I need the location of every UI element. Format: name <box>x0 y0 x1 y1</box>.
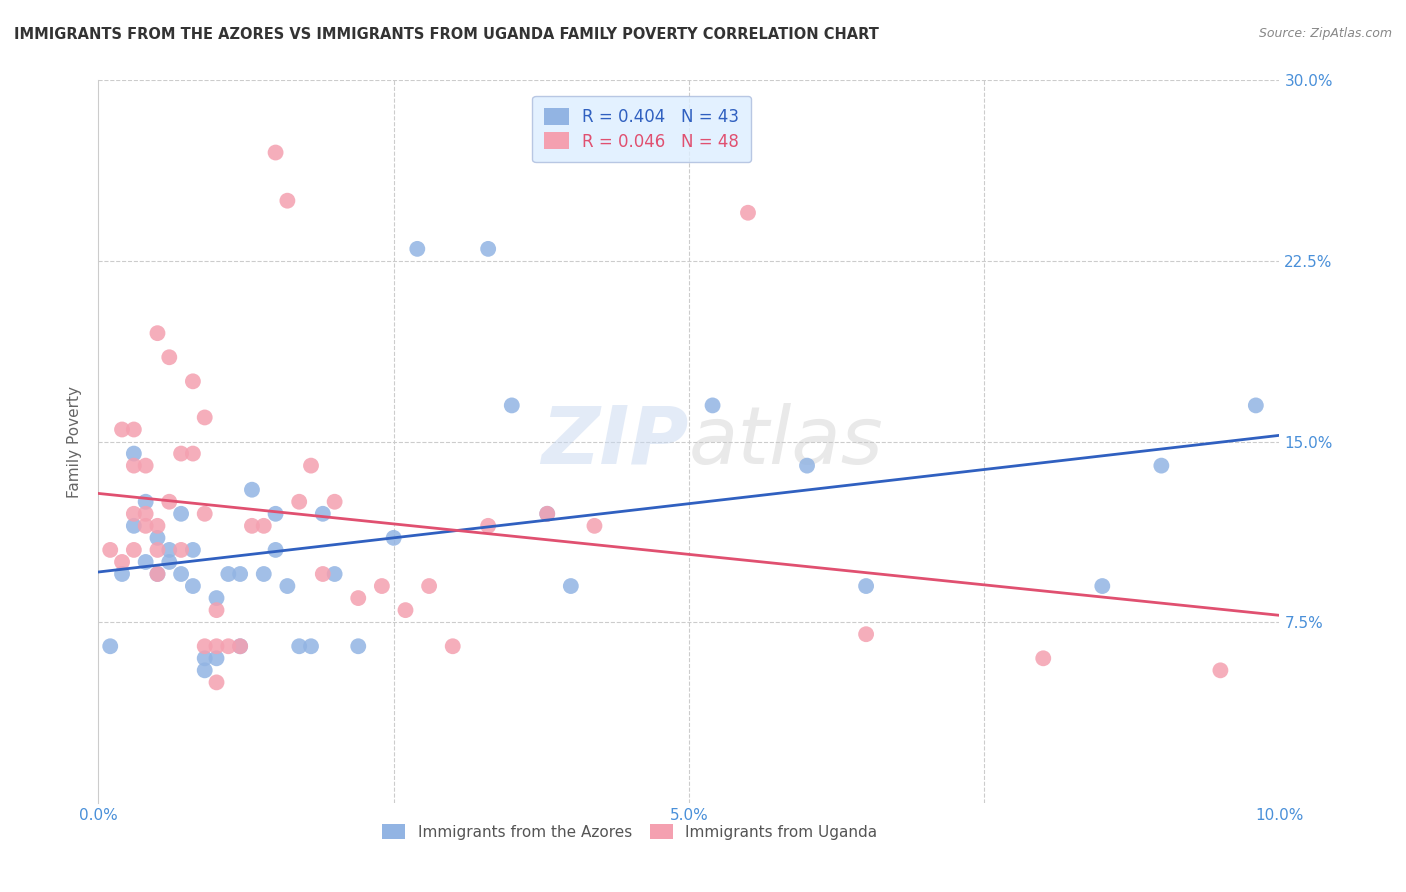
Point <box>394 603 416 617</box>
Point <box>264 145 287 160</box>
Point <box>170 446 193 460</box>
Point <box>264 542 287 557</box>
Point <box>240 483 263 497</box>
Point <box>146 326 169 340</box>
Legend: Immigrants from the Azores, Immigrants from Uganda: Immigrants from the Azores, Immigrants f… <box>377 818 883 846</box>
Point <box>288 639 311 653</box>
Point <box>855 579 877 593</box>
Point <box>135 507 157 521</box>
Point <box>406 242 429 256</box>
Point <box>299 458 322 473</box>
Point <box>253 518 276 533</box>
Point <box>111 567 134 582</box>
Point <box>560 579 582 593</box>
Text: IMMIGRANTS FROM THE AZORES VS IMMIGRANTS FROM UGANDA FAMILY POVERTY CORRELATION : IMMIGRANTS FROM THE AZORES VS IMMIGRANTS… <box>14 27 879 42</box>
Point <box>170 507 193 521</box>
Point <box>122 507 145 521</box>
Point <box>855 627 877 641</box>
Point <box>146 531 169 545</box>
Point <box>1150 458 1173 473</box>
Point <box>157 350 180 364</box>
Point <box>737 205 759 219</box>
Point <box>264 507 287 521</box>
Point <box>205 639 228 653</box>
Point <box>536 507 558 521</box>
Point <box>312 567 335 582</box>
Point <box>135 518 157 533</box>
Point <box>170 542 193 557</box>
Point <box>122 422 145 436</box>
Point <box>146 518 169 533</box>
Point <box>217 639 239 653</box>
Point <box>441 639 464 653</box>
Y-axis label: Family Poverty: Family Poverty <box>67 385 83 498</box>
Point <box>205 651 228 665</box>
Point <box>229 639 252 653</box>
Point <box>157 542 180 557</box>
Point <box>1209 664 1232 678</box>
Point <box>536 507 558 521</box>
Point <box>288 494 311 508</box>
Point <box>371 579 394 593</box>
Text: atlas: atlas <box>689 402 884 481</box>
Point <box>276 579 298 593</box>
Point <box>181 446 204 460</box>
Text: ZIP: ZIP <box>541 402 689 481</box>
Point <box>217 567 239 582</box>
Point <box>796 458 818 473</box>
Point <box>323 494 346 508</box>
Point <box>382 531 405 545</box>
Point <box>157 555 180 569</box>
Point <box>122 446 145 460</box>
Point <box>477 518 499 533</box>
Point <box>1244 398 1267 412</box>
Point <box>146 567 169 582</box>
Point <box>312 507 335 521</box>
Point <box>583 518 606 533</box>
Point <box>122 518 145 533</box>
Point <box>194 651 217 665</box>
Point <box>181 542 204 557</box>
Point <box>240 518 263 533</box>
Point <box>135 494 157 508</box>
Point <box>194 664 217 678</box>
Point <box>98 542 121 557</box>
Point <box>98 639 121 653</box>
Point <box>229 567 252 582</box>
Point <box>194 410 217 425</box>
Point <box>111 422 134 436</box>
Point <box>347 591 370 605</box>
Point <box>347 639 370 653</box>
Point <box>111 555 134 569</box>
Point <box>194 507 217 521</box>
Point <box>276 194 298 208</box>
Point <box>170 567 193 582</box>
Point <box>135 458 157 473</box>
Point <box>205 591 228 605</box>
Point <box>205 603 228 617</box>
Point <box>181 579 204 593</box>
Point <box>205 675 228 690</box>
Point <box>477 242 499 256</box>
Point <box>299 639 322 653</box>
Point <box>323 567 346 582</box>
Point <box>181 374 204 388</box>
Point <box>1091 579 1114 593</box>
Point <box>501 398 523 412</box>
Point <box>146 542 169 557</box>
Point <box>135 555 157 569</box>
Point <box>253 567 276 582</box>
Point <box>157 494 180 508</box>
Point <box>122 458 145 473</box>
Point <box>229 639 252 653</box>
Point <box>194 639 217 653</box>
Point <box>418 579 440 593</box>
Point <box>1032 651 1054 665</box>
Point <box>146 567 169 582</box>
Point <box>122 542 145 557</box>
Text: Source: ZipAtlas.com: Source: ZipAtlas.com <box>1258 27 1392 40</box>
Point <box>702 398 724 412</box>
